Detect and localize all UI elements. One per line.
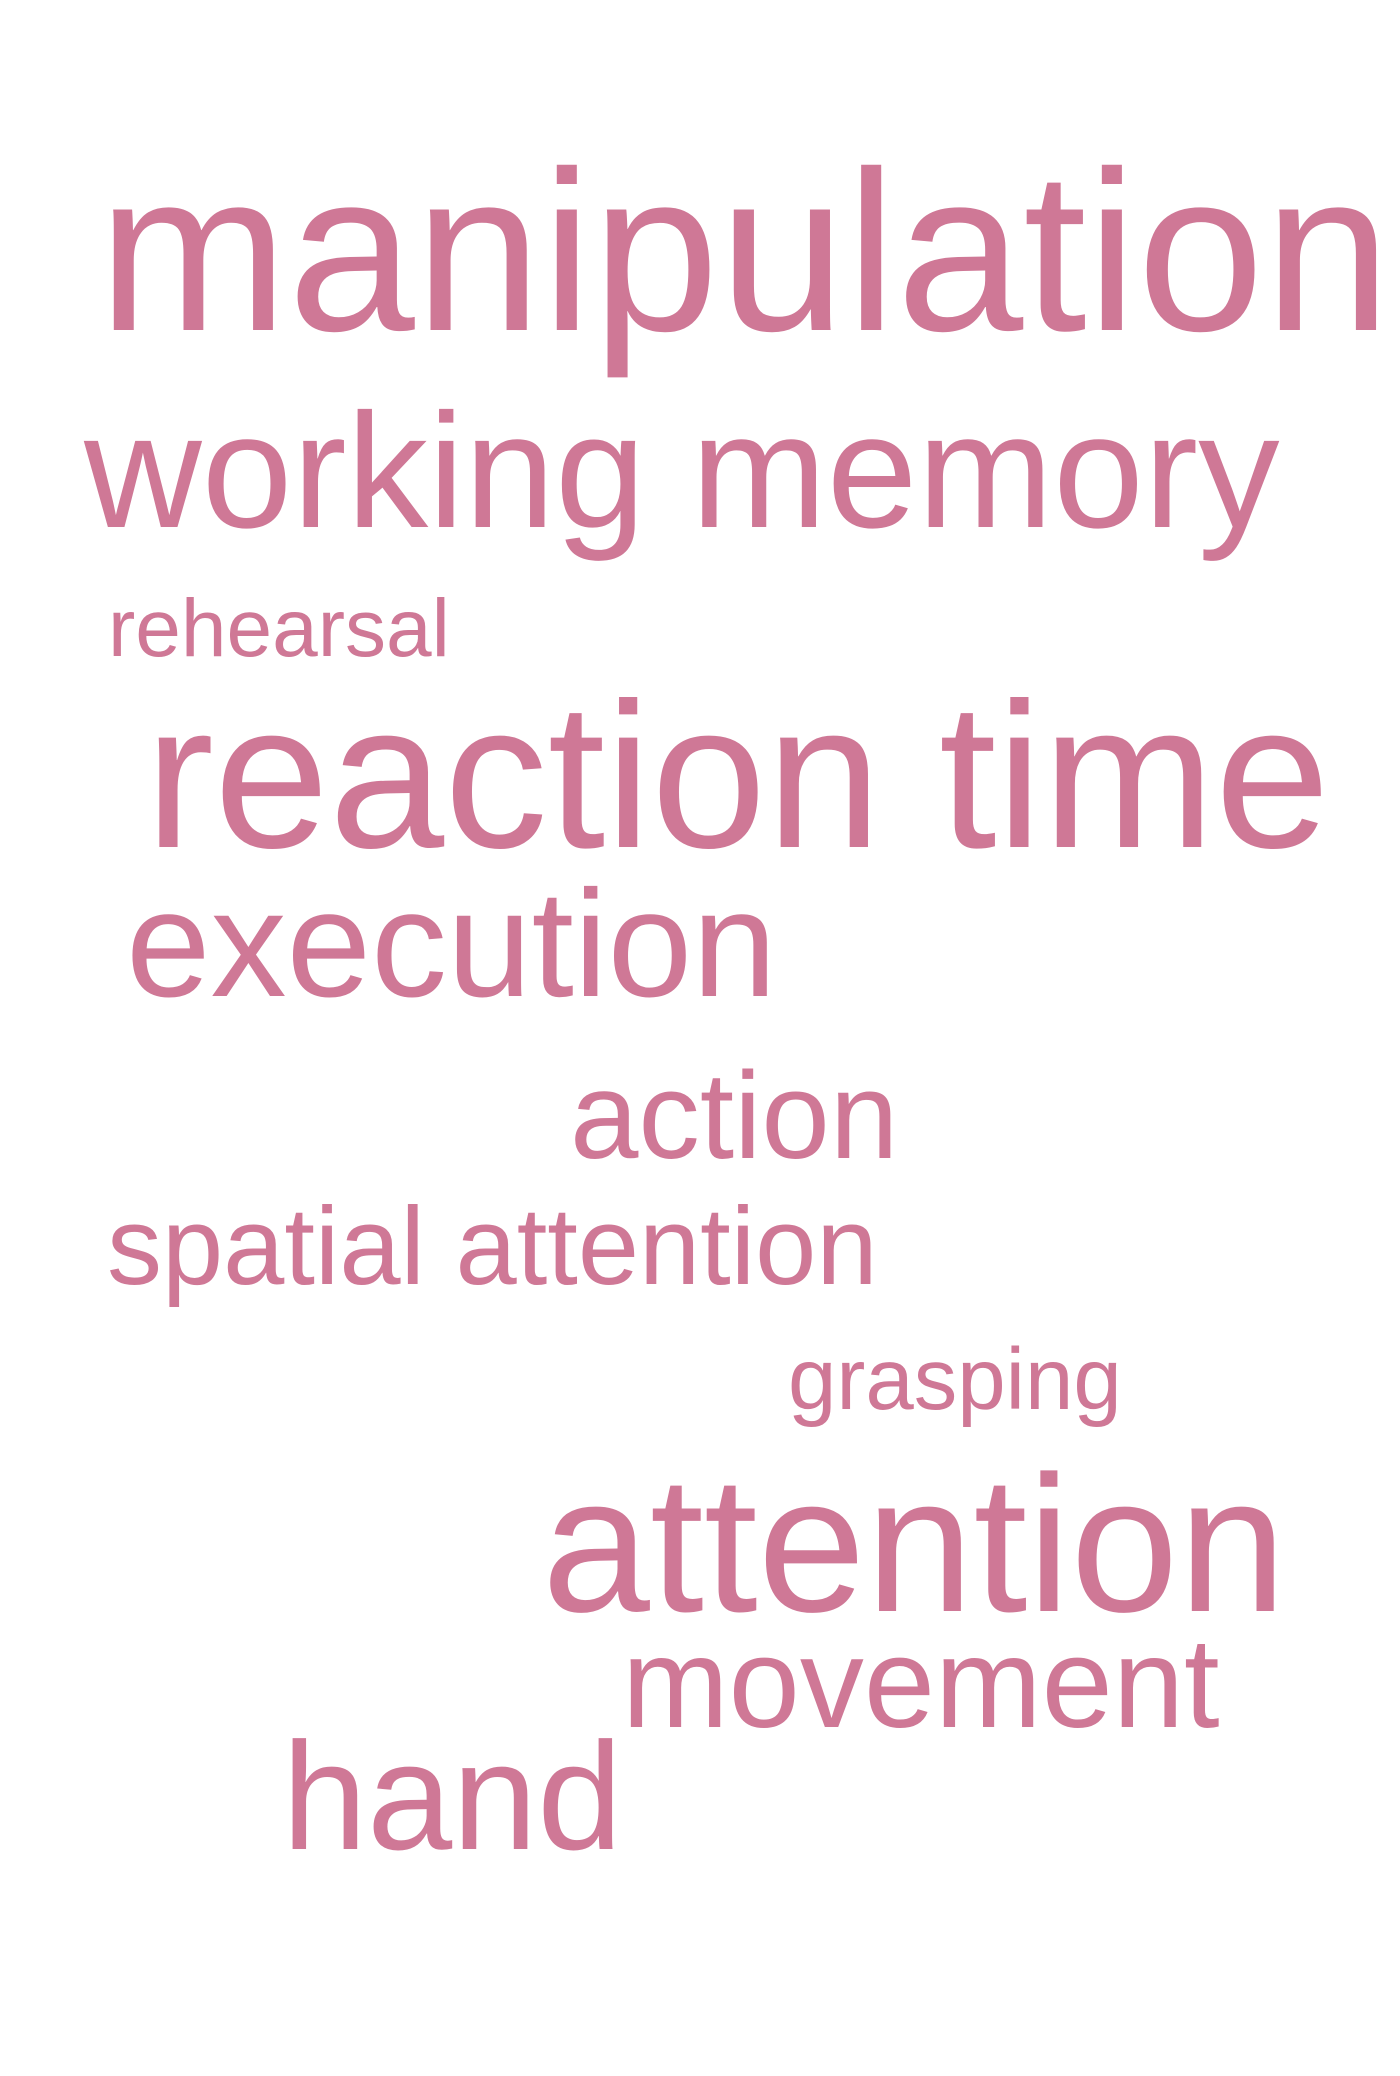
word-action: action [570,1048,899,1185]
word-movement: movement [622,1612,1220,1755]
word-spatial-attention: spatial attention [107,1185,878,1308]
word-manipulation: manipulation [98,125,1391,379]
word-reaction-time: reaction time [145,660,1330,891]
word-attention: attention [542,1436,1287,1653]
word-execution: execution [126,859,777,1029]
word-hand: hand [282,1711,623,1882]
word-rehearsal: rehearsal [108,583,450,674]
word-working-memory: working memory [84,379,1280,562]
word-grasping: grasping [788,1331,1122,1428]
